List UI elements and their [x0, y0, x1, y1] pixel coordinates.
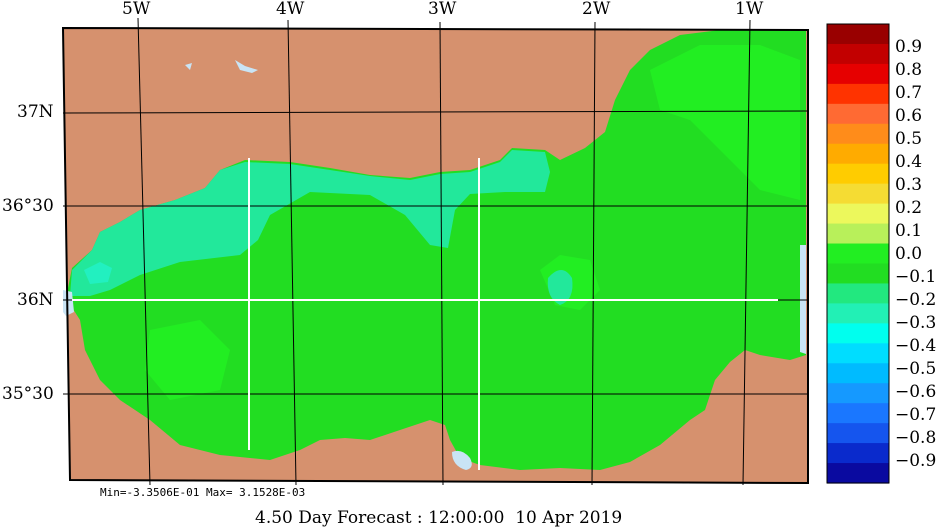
colorbar-swatch — [827, 323, 889, 344]
colorbar-swatch — [827, 43, 889, 65]
colorbar-swatch — [827, 24, 889, 45]
transect-lines — [72, 158, 778, 470]
lat-label: 36°30 — [2, 196, 54, 216]
map-frame — [61, 26, 809, 485]
colorbar-swatch — [827, 63, 889, 85]
lon-label: 3W — [428, 0, 457, 19]
lon-label: 5W — [122, 0, 151, 19]
colorbar-label: −0.5 — [895, 359, 937, 379]
sea-light-zone-3 — [145, 320, 230, 400]
colorbar-label: −0.2 — [895, 290, 937, 310]
colorbar-swatch — [827, 283, 889, 304]
lon-label: 1W — [735, 0, 764, 19]
colorbar-label: 0.0 — [895, 244, 923, 264]
colorbar-swatch — [827, 103, 889, 125]
colorbar-swatch — [827, 263, 889, 285]
lake-2 — [235, 60, 258, 73]
colorbar-label: −0.6 — [895, 382, 937, 402]
colorbar-border — [826, 23, 890, 484]
lat-label: 37N — [17, 102, 54, 122]
colorbar-swatch — [827, 343, 889, 364]
min-max-stats: Min=-3.3506E-01 Max= 3.1528E-03 — [100, 486, 306, 499]
water-outside-west — [63, 290, 74, 316]
colorbar-swatch — [827, 423, 889, 444]
colorbar-label: 0.5 — [895, 129, 923, 149]
colorbar-label: −0.9 — [895, 451, 937, 471]
colorbar-label: 0.8 — [895, 60, 923, 80]
colorbar-label: −0.7 — [895, 405, 937, 425]
colorbar-label: 0.1 — [895, 221, 923, 241]
lat-label: 36N — [17, 290, 54, 310]
sea-cyan-spot — [84, 262, 112, 284]
colorbar-label: 0.4 — [895, 152, 923, 172]
lon-label: 2W — [582, 0, 611, 19]
colorbar-label: 0.7 — [895, 83, 923, 103]
colorbar-swatch — [827, 363, 889, 384]
colorbar-swatch — [827, 243, 889, 265]
colorbar-label: −0.4 — [895, 336, 937, 356]
colorbar-label: 0.9 — [895, 37, 923, 57]
colorbar-swatch — [827, 83, 889, 105]
colorbar — [826, 23, 890, 484]
colorbar-swatch — [827, 303, 889, 324]
colorbar-swatch — [827, 443, 889, 464]
sea-light-zone — [650, 45, 800, 200]
sea-teal-band — [70, 150, 550, 296]
colorbar-swatch — [827, 463, 889, 484]
colorbar-label: −0.3 — [895, 313, 937, 333]
colorbar-label: 0.6 — [895, 106, 923, 126]
colorbar-swatch — [827, 143, 889, 165]
colorbar-swatch — [827, 203, 889, 225]
colorbar-label: 0.2 — [895, 198, 923, 218]
colorbar-swatch — [827, 383, 889, 404]
water-outside-south — [452, 450, 472, 470]
colorbar-label: 0.3 — [895, 175, 923, 195]
sea-teal-spot — [547, 270, 573, 305]
colorbar-swatch — [827, 123, 889, 145]
lat-label: 35°30 — [2, 384, 54, 404]
colorbar-label: −0.1 — [895, 267, 937, 287]
forecast-caption: 4.50 Day Forecast : 12:00:00 10 Apr 2019 — [255, 508, 623, 528]
colorbar-swatch — [827, 403, 889, 424]
colorbar-swatch — [827, 163, 889, 185]
colorbar-swatch — [827, 183, 889, 205]
colorbar-swatch — [827, 223, 889, 245]
colorbar-label: −0.8 — [895, 428, 937, 448]
sea-area — [66, 30, 806, 470]
lon-label: 4W — [276, 0, 305, 19]
lake-1 — [185, 63, 192, 70]
